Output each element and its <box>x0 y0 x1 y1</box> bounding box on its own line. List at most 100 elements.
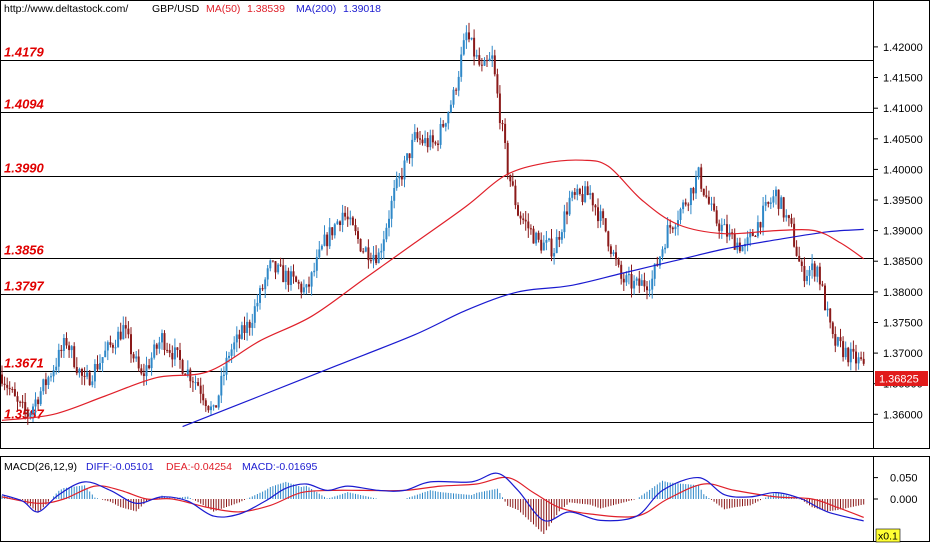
candle-body-bull <box>413 132 416 140</box>
candle-body-bull <box>380 250 383 253</box>
candle-body-bull <box>488 58 491 61</box>
candle-body-bear <box>643 280 646 287</box>
candle-body-bear <box>11 389 14 390</box>
candle-body-bear <box>179 350 181 360</box>
candle-body-bear <box>532 228 535 244</box>
last-price-badge: 1.36825 <box>875 371 928 386</box>
candle-body-bear <box>573 192 576 195</box>
price-tick-label: 1.39000 <box>883 226 923 238</box>
candle-body-bull <box>661 249 664 257</box>
candle-body-bull <box>449 104 452 113</box>
candle-body-bear <box>597 207 599 222</box>
symbol-label: GBP/USD <box>152 3 200 15</box>
candle-body-bull <box>723 224 726 226</box>
candle-body-bear <box>527 221 530 229</box>
candle-body-bear <box>702 188 705 196</box>
candle-body-bull <box>849 348 852 363</box>
candle-body-bear <box>65 338 68 346</box>
candle-body-bear <box>88 372 91 386</box>
candle-body-bull <box>393 188 396 201</box>
candle-body-bear <box>617 259 620 265</box>
candle-body-bull <box>625 275 628 283</box>
candle-body-bear <box>19 401 22 403</box>
candle-body-bull <box>780 197 783 209</box>
candle-body-bull <box>411 139 414 159</box>
candle-body-bull <box>29 412 32 417</box>
candle-body-bear <box>109 342 112 345</box>
candle-body-bull <box>315 257 318 271</box>
candle-body-bear <box>622 278 625 283</box>
candle-body-bear <box>202 393 205 401</box>
candle-body-bull <box>333 224 336 236</box>
candle-body-bull <box>741 246 744 252</box>
candle-body-bear <box>24 402 27 411</box>
candle-body-bull <box>230 349 233 356</box>
candle-body-bear <box>684 202 687 205</box>
candle-body-bull <box>336 221 339 225</box>
candle-body-bull <box>728 232 731 237</box>
level-label: 1.4094 <box>4 97 45 112</box>
candle-body-bear <box>687 204 690 206</box>
candle-body-bear <box>6 384 9 388</box>
candle-body-bear <box>434 142 437 144</box>
candle-body-bear <box>346 216 349 220</box>
candle-body-bear <box>504 123 507 143</box>
candle-body-bull <box>39 391 42 405</box>
candle-body-bear <box>540 239 543 251</box>
candle-body-bull <box>173 347 176 360</box>
candle-body-bear <box>609 246 612 254</box>
candle-body-bull <box>55 366 58 371</box>
candle-body-bear <box>351 217 354 225</box>
candle-body-bull <box>762 205 765 228</box>
candle-body-bear <box>369 260 372 262</box>
candle-body-bear <box>21 401 24 403</box>
candle-body-bull <box>259 288 261 303</box>
candle-body-bear <box>271 260 274 262</box>
candle-body-bear <box>44 379 47 386</box>
macd-header: MACD(26,12,9) DIFF:-0.05101 DEA:-0.04254… <box>4 461 317 473</box>
candle-body-bull <box>364 247 367 252</box>
zoom-badge[interactable]: x0.1 <box>875 528 901 543</box>
candle-body-bear <box>566 211 568 215</box>
candle-body-bear <box>586 186 589 195</box>
candle-body-bull <box>222 374 225 376</box>
macd-ticks-layer: 0.050 0.000 <box>874 473 918 506</box>
candle-body-bull <box>689 188 692 205</box>
candle-body-bear <box>847 347 850 363</box>
candle-body-bear <box>754 236 757 237</box>
candle-body-bull <box>462 40 465 55</box>
candle-body-bear <box>331 227 334 236</box>
candle-body-bear <box>124 325 127 329</box>
chart-header: http://www.deltastock.com/ GBP/USD MA(50… <box>4 3 381 15</box>
ma50-legend-value: 1.38539 <box>247 3 285 15</box>
source-url[interactable]: http://www.deltastock.com/ <box>4 3 128 15</box>
candle-body-bear <box>207 406 210 411</box>
candle-body-bear <box>692 188 695 194</box>
candle-body-bear <box>367 247 370 261</box>
candle-body-bear <box>862 358 865 364</box>
candle-body-bull <box>640 280 643 286</box>
candle-body-bear <box>803 266 806 282</box>
candle-body-bear <box>171 353 174 360</box>
candle-body-bear <box>292 271 295 277</box>
candle-body-bear <box>821 284 824 286</box>
price-tick-label: 1.37000 <box>883 348 923 360</box>
candle-body-bull <box>447 112 450 124</box>
ma-layer <box>1 159 865 428</box>
candle-body-bear <box>68 345 71 351</box>
macd-diff-value: DIFF:-0.05101 <box>86 461 154 473</box>
ma200-legend-label: MA(200) <box>296 3 336 15</box>
candle-body-bear <box>818 266 821 285</box>
candle-body-bull <box>633 280 636 289</box>
candle-body-bear <box>793 223 796 247</box>
candle-body-bull <box>571 192 574 198</box>
candle-body-bull <box>697 167 700 178</box>
candle-body-bear <box>751 232 754 236</box>
candle-body-bear <box>829 308 832 323</box>
candle-body-bull <box>429 135 432 148</box>
candle-body-bull <box>635 278 638 281</box>
candle-body-bear <box>860 357 863 359</box>
candle-body-bull <box>161 333 163 343</box>
candle-body-bull <box>145 365 148 377</box>
candle-body-bull <box>769 202 772 204</box>
